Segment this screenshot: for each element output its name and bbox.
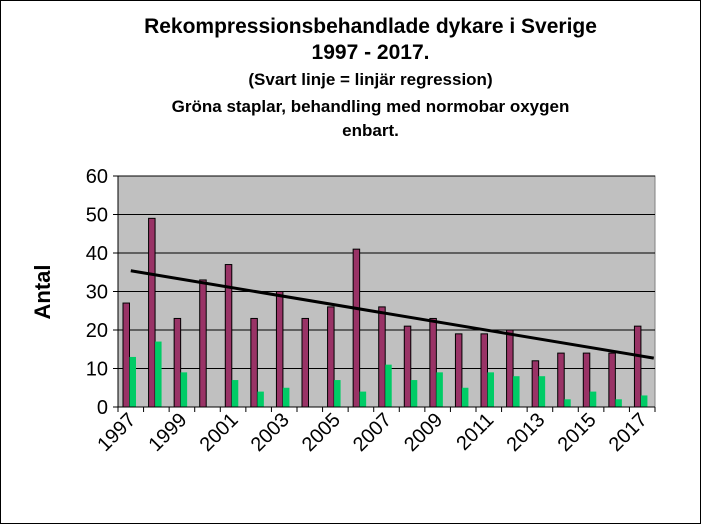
bar-series-2 (257, 391, 264, 407)
axes (113, 175, 656, 412)
bar-series-1 (582, 352, 591, 408)
bar-series-1 (378, 306, 386, 408)
bar-series-1 (480, 333, 488, 408)
bar-series-2 (615, 399, 622, 407)
bar-series-1 (557, 352, 565, 408)
bar-series-2 (334, 380, 341, 407)
x-tick-label: 2011 (452, 409, 498, 455)
bar-series-2 (129, 356, 136, 407)
bar-series-1 (199, 279, 207, 408)
bars (122, 217, 648, 408)
bar-series-1 (633, 325, 642, 408)
bar-series-1 (148, 217, 156, 408)
chart-subtitle-3: enbart. (342, 121, 399, 140)
bar-series-1 (301, 317, 309, 408)
y-tick-label: 10 (86, 359, 108, 381)
bar-series-1 (327, 306, 335, 408)
y-tick-label: 60 (86, 166, 108, 188)
bar-series-1 (506, 329, 514, 408)
bar-series-2 (231, 380, 239, 407)
bar-series-1 (608, 352, 616, 408)
bar-series-2 (564, 399, 571, 407)
chart-subtitle: (Svart linje = linjär regression) (248, 70, 493, 89)
bar-series-1 (250, 317, 258, 408)
bar-series-2 (640, 395, 648, 407)
bar-series-2 (436, 372, 443, 407)
chart-subtitle-2: Gröna staplar, behandling med normobar o… (171, 97, 570, 116)
x-tick-label: 2015 (554, 409, 601, 456)
x-tick-label: 1999 (144, 409, 191, 456)
bar-series-1 (403, 325, 412, 408)
chart-title: Rekompressionsbehandlade dykare i Sverig… (144, 15, 597, 38)
bar-series-1 (352, 248, 361, 408)
x-tick-label: 2009 (400, 409, 447, 456)
bar-series-1 (275, 291, 284, 408)
x-tick-label: 2017 (605, 409, 652, 456)
bar-series-2 (282, 387, 290, 407)
x-tick-label: 2013 (502, 409, 549, 456)
bar-series-2 (461, 387, 469, 407)
chart-title-line2: 1997 - 2017. (311, 41, 430, 64)
y-tick-label: 30 (86, 282, 108, 304)
bar-series-1 (429, 317, 437, 408)
y-tick-label: 20 (86, 320, 108, 342)
regression-line-path (130, 269, 655, 360)
bar-series-2 (487, 372, 494, 407)
x-tick-label: 2007 (349, 409, 396, 456)
y-axis-label: Antal (30, 265, 55, 320)
bar-series-2 (359, 391, 367, 407)
bar-series-2 (385, 364, 392, 407)
bar-series-1 (531, 360, 540, 408)
bar-series-2 (180, 372, 188, 407)
x-tick-label: 2003 (247, 409, 294, 456)
bar-series-2 (410, 380, 418, 407)
bar-series-1 (173, 317, 182, 408)
bar-series-2 (513, 376, 520, 407)
regression-line (130, 269, 655, 360)
x-tick-labels: 1997 1999 2001 2003 2005 2007 2009 2011 2013 2015… (93, 409, 651, 456)
bar-series-2 (155, 341, 162, 407)
y-tick-labels: 0 10 20 30 40 50 60 (86, 166, 108, 419)
bar-series-1 (454, 333, 463, 408)
bar-series-2 (589, 391, 597, 407)
y-tick-label: 40 (86, 243, 108, 265)
x-tick-label: 2001 (196, 409, 243, 456)
y-tick-label: 0 (97, 397, 108, 419)
y-tick-label: 50 (86, 205, 108, 227)
bar-series-2 (538, 376, 546, 407)
x-tick-label: 2005 (298, 409, 345, 456)
bar-series-1 (122, 302, 130, 408)
